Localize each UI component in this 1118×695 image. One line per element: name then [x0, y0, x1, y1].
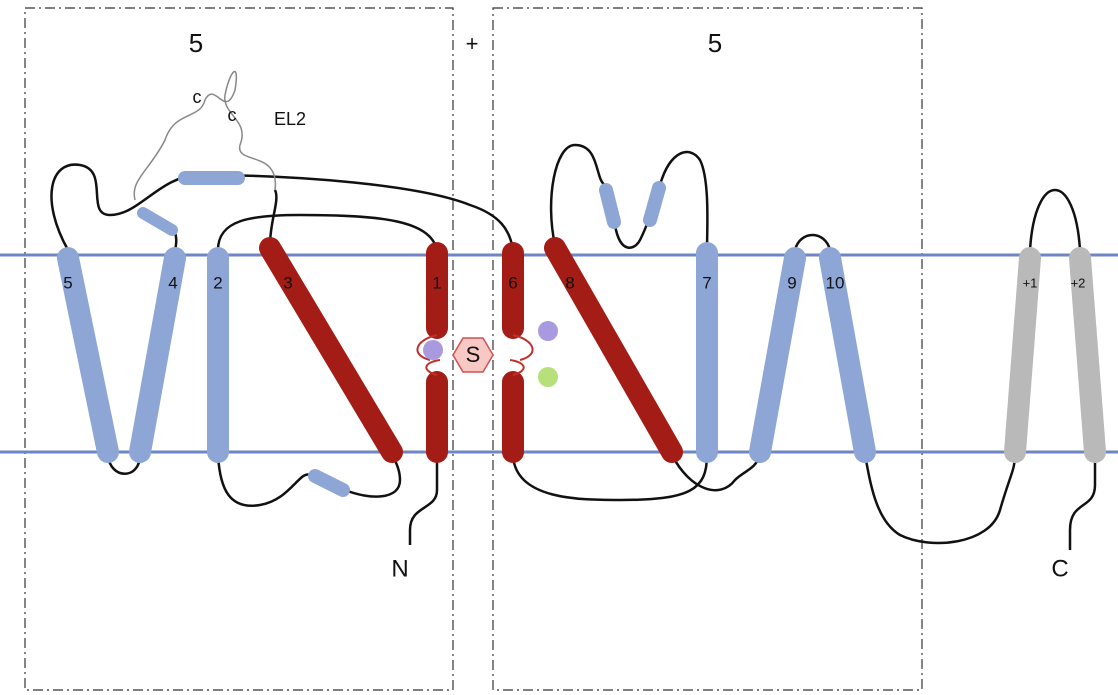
- loop: [511, 454, 709, 502]
- helix-label: +2: [1071, 275, 1086, 290]
- loop: [216, 213, 439, 251]
- helix: [819, 247, 876, 463]
- substrate-label: S: [466, 342, 481, 367]
- short-helix: [643, 181, 666, 227]
- ion: [538, 367, 558, 387]
- helix-label: 7: [702, 273, 711, 292]
- ion: [423, 340, 443, 360]
- helix: [57, 247, 119, 463]
- short-helix: [599, 183, 621, 229]
- loops: [50, 70, 1097, 550]
- helix-label: +1: [1023, 275, 1038, 290]
- loop: [863, 454, 1017, 545]
- n-terminus-label: N: [391, 555, 408, 582]
- substrate-hexagon: [452, 337, 494, 373]
- helix-label: 9: [787, 273, 796, 292]
- el2-loop: [133, 70, 276, 201]
- helix-label: 4: [168, 273, 177, 292]
- loop-label: EL2: [274, 109, 306, 129]
- short-helix: [137, 207, 178, 236]
- c-terminus-label: C: [1051, 555, 1068, 582]
- loop: [268, 189, 278, 246]
- helix-label: 3: [283, 273, 292, 292]
- helix: [1069, 247, 1106, 463]
- helix: [749, 247, 806, 463]
- loop: [216, 454, 402, 508]
- ion: [538, 321, 558, 341]
- helix: [544, 237, 683, 463]
- domain-box: [492, 7, 923, 691]
- helix-label: 8: [565, 273, 574, 292]
- helix: [129, 247, 186, 463]
- cysteine: c: [228, 105, 237, 125]
- loop: [793, 233, 832, 251]
- unwound: [509, 334, 534, 376]
- loop: [549, 143, 709, 251]
- c-terminus: [1068, 455, 1097, 550]
- loop: [670, 454, 762, 492]
- short-helix: [308, 469, 350, 497]
- helix: [259, 237, 403, 463]
- plus-sign: +: [466, 31, 479, 56]
- helix-label: 1: [432, 273, 441, 292]
- domain-label: 5: [189, 28, 203, 58]
- helix-label: 5: [63, 273, 72, 292]
- domain-box: [24, 7, 454, 691]
- helix-label: 2: [213, 273, 222, 292]
- n-terminus: [408, 455, 439, 545]
- helix-label: 10: [826, 273, 845, 292]
- loop: [1028, 189, 1082, 251]
- unwound: [416, 334, 441, 376]
- helix-label: 6: [508, 273, 517, 292]
- helix: [1004, 247, 1041, 463]
- loop: [50, 163, 515, 251]
- cysteine: c: [193, 87, 202, 107]
- domain-label: 5: [708, 28, 722, 58]
